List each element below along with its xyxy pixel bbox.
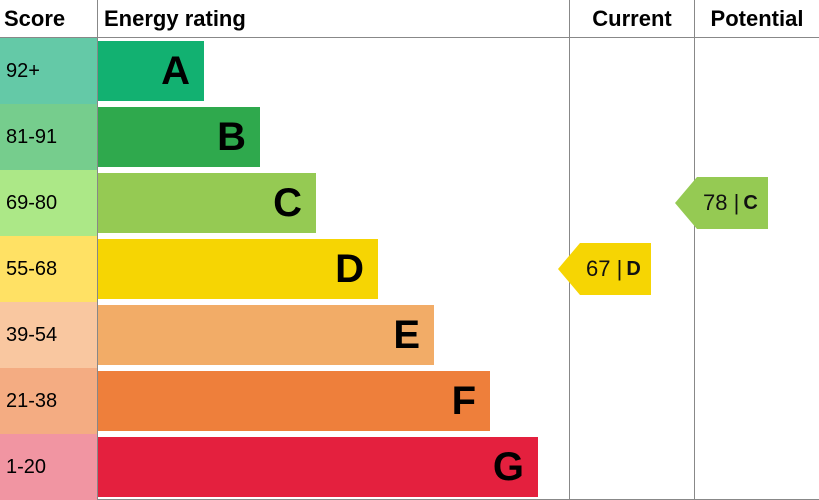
rating-bar-c: C — [98, 173, 316, 233]
current-cell: 67 | D — [569, 236, 694, 302]
current-cell — [569, 38, 694, 104]
chart-header: Score Energy rating Current Potential — [0, 0, 819, 38]
potential-cell: 78 | C — [694, 170, 819, 236]
rating-bar-g: G — [98, 437, 538, 497]
chart-rows: 92+A81-91B69-80C78 | C55-68D67 | D39-54E… — [0, 38, 819, 500]
badge-value: 78 | — [703, 190, 739, 216]
band-row-g: 1-20G — [0, 434, 819, 500]
badge-value: 67 | — [586, 256, 622, 282]
potential-cell — [694, 104, 819, 170]
energy-rating-chart: Score Energy rating Current Potential 92… — [0, 0, 819, 500]
band-row-a: 92+A — [0, 38, 819, 104]
rating-bar-d: D — [98, 239, 378, 299]
band-row-f: 21-38F — [0, 368, 819, 434]
band-row-c: 69-80C78 | C — [0, 170, 819, 236]
potential-cell — [694, 38, 819, 104]
rating-bar-a: A — [98, 41, 204, 101]
current-badge: 67 | D — [558, 243, 651, 295]
current-cell — [569, 434, 694, 500]
band-row-d: 55-68D67 | D — [0, 236, 819, 302]
header-score: Score — [0, 0, 98, 37]
rating-bar-b: B — [98, 107, 260, 167]
rating-bar-f: F — [98, 371, 490, 431]
current-cell — [569, 104, 694, 170]
header-potential: Potential — [694, 0, 819, 37]
potential-cell — [694, 236, 819, 302]
potential-cell — [694, 302, 819, 368]
potential-badge: 78 | C — [675, 177, 768, 229]
score-range: 21-38 — [0, 368, 98, 434]
score-range: 1-20 — [0, 434, 98, 500]
band-row-b: 81-91B — [0, 104, 819, 170]
badge-band: C — [743, 192, 757, 215]
header-current: Current — [569, 0, 694, 37]
potential-cell — [694, 368, 819, 434]
score-range: 81-91 — [0, 104, 98, 170]
current-cell — [569, 302, 694, 368]
potential-cell — [694, 434, 819, 500]
rating-bar-e: E — [98, 305, 434, 365]
header-rating: Energy rating — [98, 0, 569, 37]
score-range: 55-68 — [0, 236, 98, 302]
band-row-e: 39-54E — [0, 302, 819, 368]
score-range: 92+ — [0, 38, 98, 104]
badge-band: D — [626, 258, 640, 281]
score-range: 69-80 — [0, 170, 98, 236]
current-cell — [569, 368, 694, 434]
score-range: 39-54 — [0, 302, 98, 368]
